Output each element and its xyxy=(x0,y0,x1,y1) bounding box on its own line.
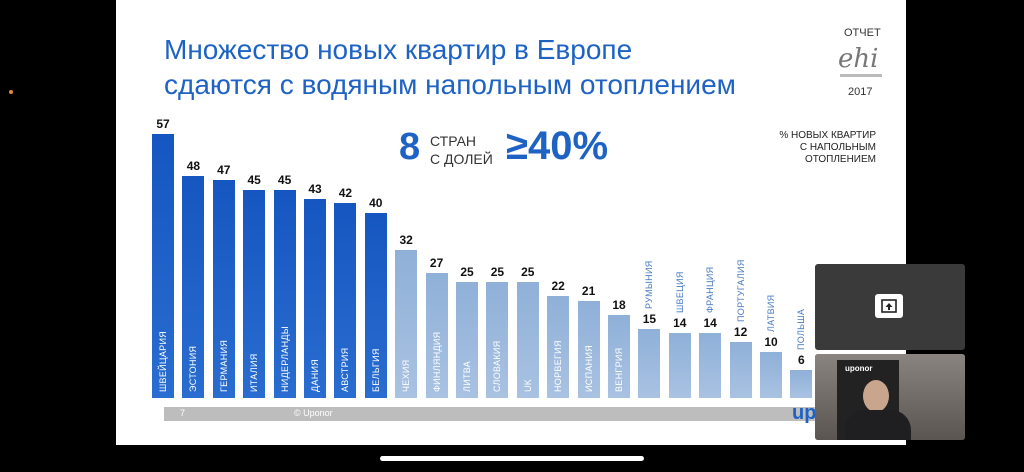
highlight-number: 8 xyxy=(399,126,421,168)
bar-label-15: ВЕНГРИЯ xyxy=(614,347,624,392)
bar-label-6: АВСТРИЯ xyxy=(340,347,351,392)
bar-value-19: 12 xyxy=(733,325,748,340)
ehi-logo-subtitle xyxy=(840,74,882,77)
participant-video[interactable]: uponor xyxy=(815,354,965,440)
bar-13 xyxy=(547,296,570,398)
bar-0 xyxy=(152,134,174,398)
bar-label-0: ШВЕЙЦАРИЯ xyxy=(158,330,168,392)
highlight-percent: ≥40% xyxy=(506,124,609,168)
bar-value-15: 18 xyxy=(612,297,626,312)
bar-label-20: ЛАТВИЯ xyxy=(766,294,776,332)
bar-5 xyxy=(304,198,326,398)
bar-19 xyxy=(729,342,752,398)
bar-label-7: БЕЛЬГИЯ xyxy=(370,348,381,392)
bar-6 xyxy=(334,203,357,398)
bar-16 xyxy=(638,328,661,398)
bar-value-3: 45 xyxy=(247,172,261,187)
slide-title-line2: сдаются с водяным напольным отоплением xyxy=(164,69,736,100)
bar-label-1: ЭСТОНИЯ xyxy=(188,345,199,392)
bar-label-10: ЛИТВА xyxy=(462,360,472,392)
bar-value-16: 15 xyxy=(642,311,657,326)
bar-value-13: 22 xyxy=(551,279,565,294)
bar-value-20: 10 xyxy=(764,334,778,349)
video-book-text: uponor xyxy=(845,364,873,373)
bar-label-3: ИТАЛИЯ xyxy=(249,353,260,392)
bar-label-17: ШВЕЦИЯ xyxy=(674,271,685,314)
report-year: 2017 xyxy=(848,86,873,98)
bar-value-14: 21 xyxy=(581,283,596,298)
bar-21 xyxy=(790,370,813,398)
bar-label-5: ДАНИЯ xyxy=(310,358,320,392)
highlight-text-line1: СТРАН xyxy=(430,133,477,149)
bar-value-8: 32 xyxy=(399,232,413,247)
bar-7 xyxy=(364,212,387,398)
page-number: 7 xyxy=(180,408,186,418)
bar-label-19: ПОРТУГАЛИЯ xyxy=(735,259,746,323)
bar-value-7: 40 xyxy=(369,195,383,210)
bar-18 xyxy=(699,333,722,398)
bar-17 xyxy=(668,333,691,398)
bar-label-21: ПОЛЬША xyxy=(796,308,807,351)
bar-value-9: 27 xyxy=(429,255,444,270)
report-label: ОТЧЕТ xyxy=(844,27,881,39)
bar-14 xyxy=(577,300,600,398)
bar-label-14: ИСПАНИЯ xyxy=(583,344,594,392)
status-dot xyxy=(9,90,13,94)
screen-share-icon[interactable] xyxy=(875,294,903,318)
video-person-head xyxy=(863,380,889,412)
bar-label-8: ЧЕХИЯ xyxy=(401,359,412,392)
bar-label-11: СЛОВАКИЯ xyxy=(492,340,503,392)
bar-value-18: 14 xyxy=(703,316,717,331)
bar-value-21: 6 xyxy=(798,353,805,368)
bar-value-6: 42 xyxy=(338,186,353,201)
slide-title-line1: Множество новых квартир в Европе xyxy=(164,34,633,65)
bar-9 xyxy=(425,272,448,398)
bar-20 xyxy=(760,351,782,398)
ehi-logo: ehi xyxy=(838,44,879,74)
bar-label-2: ГЕРМАНИЯ xyxy=(218,339,229,392)
bar-value-12: 25 xyxy=(521,265,535,280)
bar-11 xyxy=(486,282,509,398)
bar-label-9: ФИНЛЯНДИЯ xyxy=(431,331,442,392)
home-indicator[interactable] xyxy=(380,456,644,461)
bar-1 xyxy=(182,175,205,398)
bar-value-10: 25 xyxy=(460,265,474,280)
legend-line3: ОТОПЛЕНИЕМ xyxy=(804,154,876,165)
bar-15 xyxy=(608,314,630,398)
presentation-slide: Множество новых квартир в Европе сдаются… xyxy=(116,0,906,445)
footer-bar xyxy=(164,407,832,421)
bar-4 xyxy=(273,189,296,398)
chart-legend: % НОВЫХ КВАРТИР С НАПОЛЬНЫМ ОТОПЛЕНИЕМ xyxy=(746,130,876,166)
bar-value-11: 25 xyxy=(490,265,505,280)
video-person-body xyxy=(845,410,911,440)
bar-value-2: 47 xyxy=(217,163,231,178)
legend-line2: С НАПОЛЬНЫМ xyxy=(799,142,876,153)
highlight-text-line2: С ДОЛЕЙ xyxy=(430,151,493,167)
bar-10 xyxy=(456,282,478,398)
bar-value-0: 57 xyxy=(156,117,170,131)
bar-value-17: 14 xyxy=(673,316,687,331)
bar-label-18: ФРАНЦИЯ xyxy=(705,266,716,314)
bar-value-1: 48 xyxy=(186,158,201,173)
bar-2 xyxy=(212,180,235,398)
bar-label-13: НОРВЕГИЯ xyxy=(553,340,564,392)
bar-label-16: РУМЫНИЯ xyxy=(644,259,655,309)
bar-value-4: 45 xyxy=(277,172,292,187)
bar-8 xyxy=(395,249,418,398)
screen-share-tile[interactable] xyxy=(815,264,965,350)
bar-3 xyxy=(243,189,266,398)
bar-label-12: UK xyxy=(522,378,533,392)
bar-label-4: НИДЕРЛАНДЫ xyxy=(279,325,290,392)
bar-value-5: 43 xyxy=(308,181,322,196)
highlight-text: СТРАН С ДОЛЕЙ xyxy=(430,132,493,168)
bar-12 xyxy=(516,282,539,398)
legend-line1: % НОВЫХ КВАРТИР xyxy=(779,130,876,141)
copyright: © Uponor xyxy=(294,408,333,418)
